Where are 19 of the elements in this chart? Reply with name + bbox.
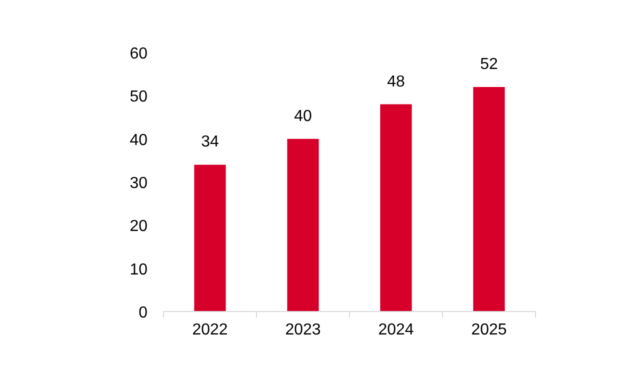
x-tick-label: 2025 [471, 322, 507, 338]
bar [380, 104, 412, 312]
y-tick-label: 10 [130, 261, 148, 278]
y-tick-label: 50 [130, 88, 148, 106]
y-tick-label: 40 [130, 132, 148, 149]
x-tick-label: 2022 [192, 322, 228, 338]
x-tick-label: 2023 [285, 322, 321, 338]
y-tick-label: 60 [130, 46, 148, 62]
y-tick-label: 20 [130, 218, 148, 236]
bar [473, 87, 505, 312]
data-label: 52 [480, 56, 498, 74]
y-tick-label: 0 [138, 304, 148, 322]
x-tick-label: 2024 [378, 322, 414, 338]
data-label: 48 [387, 73, 405, 90]
bar [194, 164, 226, 312]
y-tick-label: 30 [130, 175, 148, 192]
data-label: 40 [294, 108, 312, 125]
data-label: 34 [201, 134, 219, 151]
bar [287, 138, 319, 312]
